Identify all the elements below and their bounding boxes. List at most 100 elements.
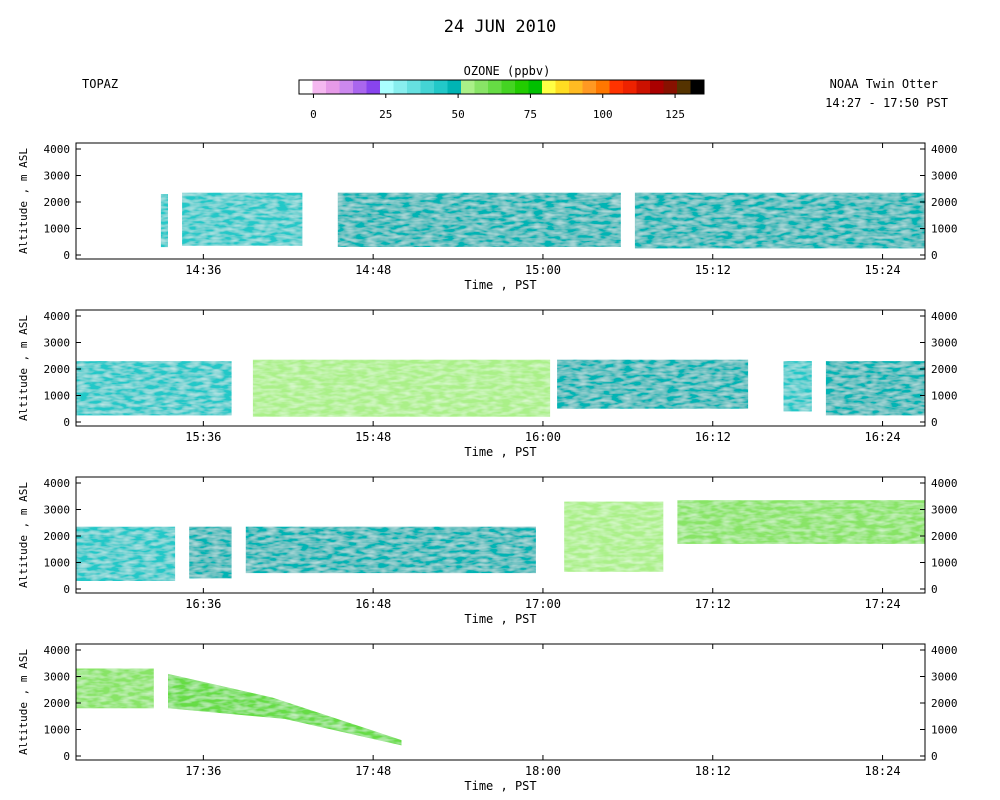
x-tick-label: 16:12 [695, 430, 731, 444]
colorbar-swatch [569, 80, 583, 94]
x-tick-label: 14:36 [185, 263, 221, 277]
y-tick-label-right: 0 [931, 583, 938, 596]
y-tick-label-right: 2000 [931, 530, 958, 543]
colorbar-swatch [326, 80, 340, 94]
colorbar-tick-label: 75 [524, 108, 537, 121]
colorbar-swatch [623, 80, 637, 94]
y-tick-label-right: 1000 [931, 557, 958, 570]
time-range-label: 14:27 - 17:50 PST [825, 96, 948, 110]
x-tick-label: 17:24 [864, 597, 900, 611]
y-tick-label: 0 [63, 583, 70, 596]
y-tick-label: 2000 [44, 363, 71, 376]
colorbar-swatch [677, 80, 691, 94]
colorbar-swatch [528, 80, 543, 94]
colorbar-swatch [663, 80, 678, 94]
y-tick-label-right: 4000 [931, 143, 958, 156]
y-tick-label: 1000 [44, 390, 71, 403]
y-tick-label-right: 1000 [931, 724, 958, 737]
panel-frame [75, 476, 926, 594]
x-axis-label: Time , PST [464, 278, 536, 292]
colorbar-swatch [339, 80, 354, 94]
y-tick-label-right: 4000 [931, 310, 958, 323]
colorbar-swatch [690, 80, 705, 94]
y-tick-label-right: 3000 [931, 170, 958, 183]
ozone-curtain-segment [557, 359, 749, 409]
colorbar-swatch [636, 80, 651, 94]
ozone-curtain-segment [168, 673, 402, 746]
colorbar: OZONE (ppbv) 0 25 50 75 100 125 [298, 64, 705, 121]
x-axis-label: Time , PST [464, 612, 536, 626]
y-tick-label-right: 1000 [931, 223, 958, 236]
colorbar-swatch [312, 80, 327, 94]
x-tick-label: 17:48 [355, 764, 391, 778]
colorbar-swatch [420, 80, 435, 94]
colorbar-swatch [393, 80, 408, 94]
ozone-curtain-segment [677, 500, 925, 544]
colorbar-swatch [650, 80, 664, 94]
panel-frame [75, 643, 926, 761]
y-tick-label-right: 3000 [931, 671, 958, 684]
colorbar-tick-label: 125 [665, 108, 685, 121]
colorbar-swatch [582, 80, 597, 94]
y-tick-label: 0 [63, 750, 70, 763]
y-tick-label: 3000 [44, 170, 71, 183]
x-tick-label: 16:00 [525, 430, 561, 444]
y-tick-label: 3000 [44, 671, 71, 684]
y-tick-label: 0 [63, 249, 70, 262]
y-tick-label-right: 3000 [931, 504, 958, 517]
x-tick-label: 17:00 [525, 597, 561, 611]
y-tick-label: 1000 [44, 724, 71, 737]
y-tick-label: 0 [63, 416, 70, 429]
y-tick-label: 3000 [44, 337, 71, 350]
y-tick-label: 2000 [44, 697, 71, 710]
y-tick-label: 4000 [44, 143, 71, 156]
colorbar-swatch [434, 80, 448, 94]
instrument-label: TOPAZ [82, 77, 118, 91]
colorbar-tick-label: 50 [451, 108, 464, 121]
panel-frame [75, 142, 926, 260]
y-tick-label: 3000 [44, 504, 71, 517]
colorbar-tick-label: 25 [379, 108, 392, 121]
ozone-curtain-segment [783, 361, 812, 412]
x-tick-label: 15:00 [525, 263, 561, 277]
ozone-curtain-segment [189, 526, 232, 579]
colorbar-swatch [380, 80, 394, 94]
y-tick-label-right: 3000 [931, 337, 958, 350]
y-tick-label: 2000 [44, 196, 71, 209]
panel-4: 17:36 17:48 18:00 18:12 18:24 0 0 1000 1000 2000 2… [17, 643, 958, 793]
x-tick-label: 14:48 [355, 263, 391, 277]
y-tick-label-right: 2000 [931, 697, 958, 710]
y-tick-label-right: 2000 [931, 196, 958, 209]
colorbar-swatch [366, 80, 381, 94]
y-tick-label: 4000 [44, 477, 71, 490]
y-tick-label: 1000 [44, 557, 71, 570]
colorbar-swatch [461, 80, 475, 94]
colorbar-swatch [474, 80, 489, 94]
y-tick-label-right: 0 [931, 249, 938, 262]
panel-3: 16:36 16:48 17:00 17:12 17:24 0 0 1000 1000 2000 2… [17, 476, 958, 626]
y-tick-label-right: 0 [931, 416, 938, 429]
colorbar-tick-label: 100 [593, 108, 613, 121]
colorbar-frame [298, 79, 705, 95]
x-axis-label: Time , PST [464, 779, 536, 793]
y-tick-label: 2000 [44, 530, 71, 543]
y-axis-label: Altitude , m ASL [17, 482, 30, 588]
ozone-curtain-segment [252, 359, 551, 417]
colorbar-swatch [447, 80, 462, 94]
figure-title: 24 JUN 2010 [444, 17, 557, 37]
x-tick-label: 17:36 [185, 764, 221, 778]
colorbar-swatch [515, 80, 529, 94]
y-axis-label: Altitude , m ASL [17, 315, 30, 421]
x-tick-label: 15:12 [695, 263, 731, 277]
colorbar-swatch [501, 80, 516, 94]
colorbar-label: OZONE (ppbv) [464, 64, 551, 78]
ozone-curtain-segment [634, 192, 925, 249]
x-axis-label: Time , PST [464, 445, 536, 459]
panel-1: 14:36 14:48 15:00 15:12 15:24 0 0 1000 1000 2000 2… [17, 142, 958, 292]
ozone-curtain-segment [76, 361, 232, 416]
platform-label: NOAA Twin Otter [830, 77, 938, 91]
y-tick-label: 4000 [44, 310, 71, 323]
colorbar-swatch [609, 80, 624, 94]
ozone-curtain-segment [160, 194, 168, 248]
colorbar-swatch [299, 80, 313, 94]
